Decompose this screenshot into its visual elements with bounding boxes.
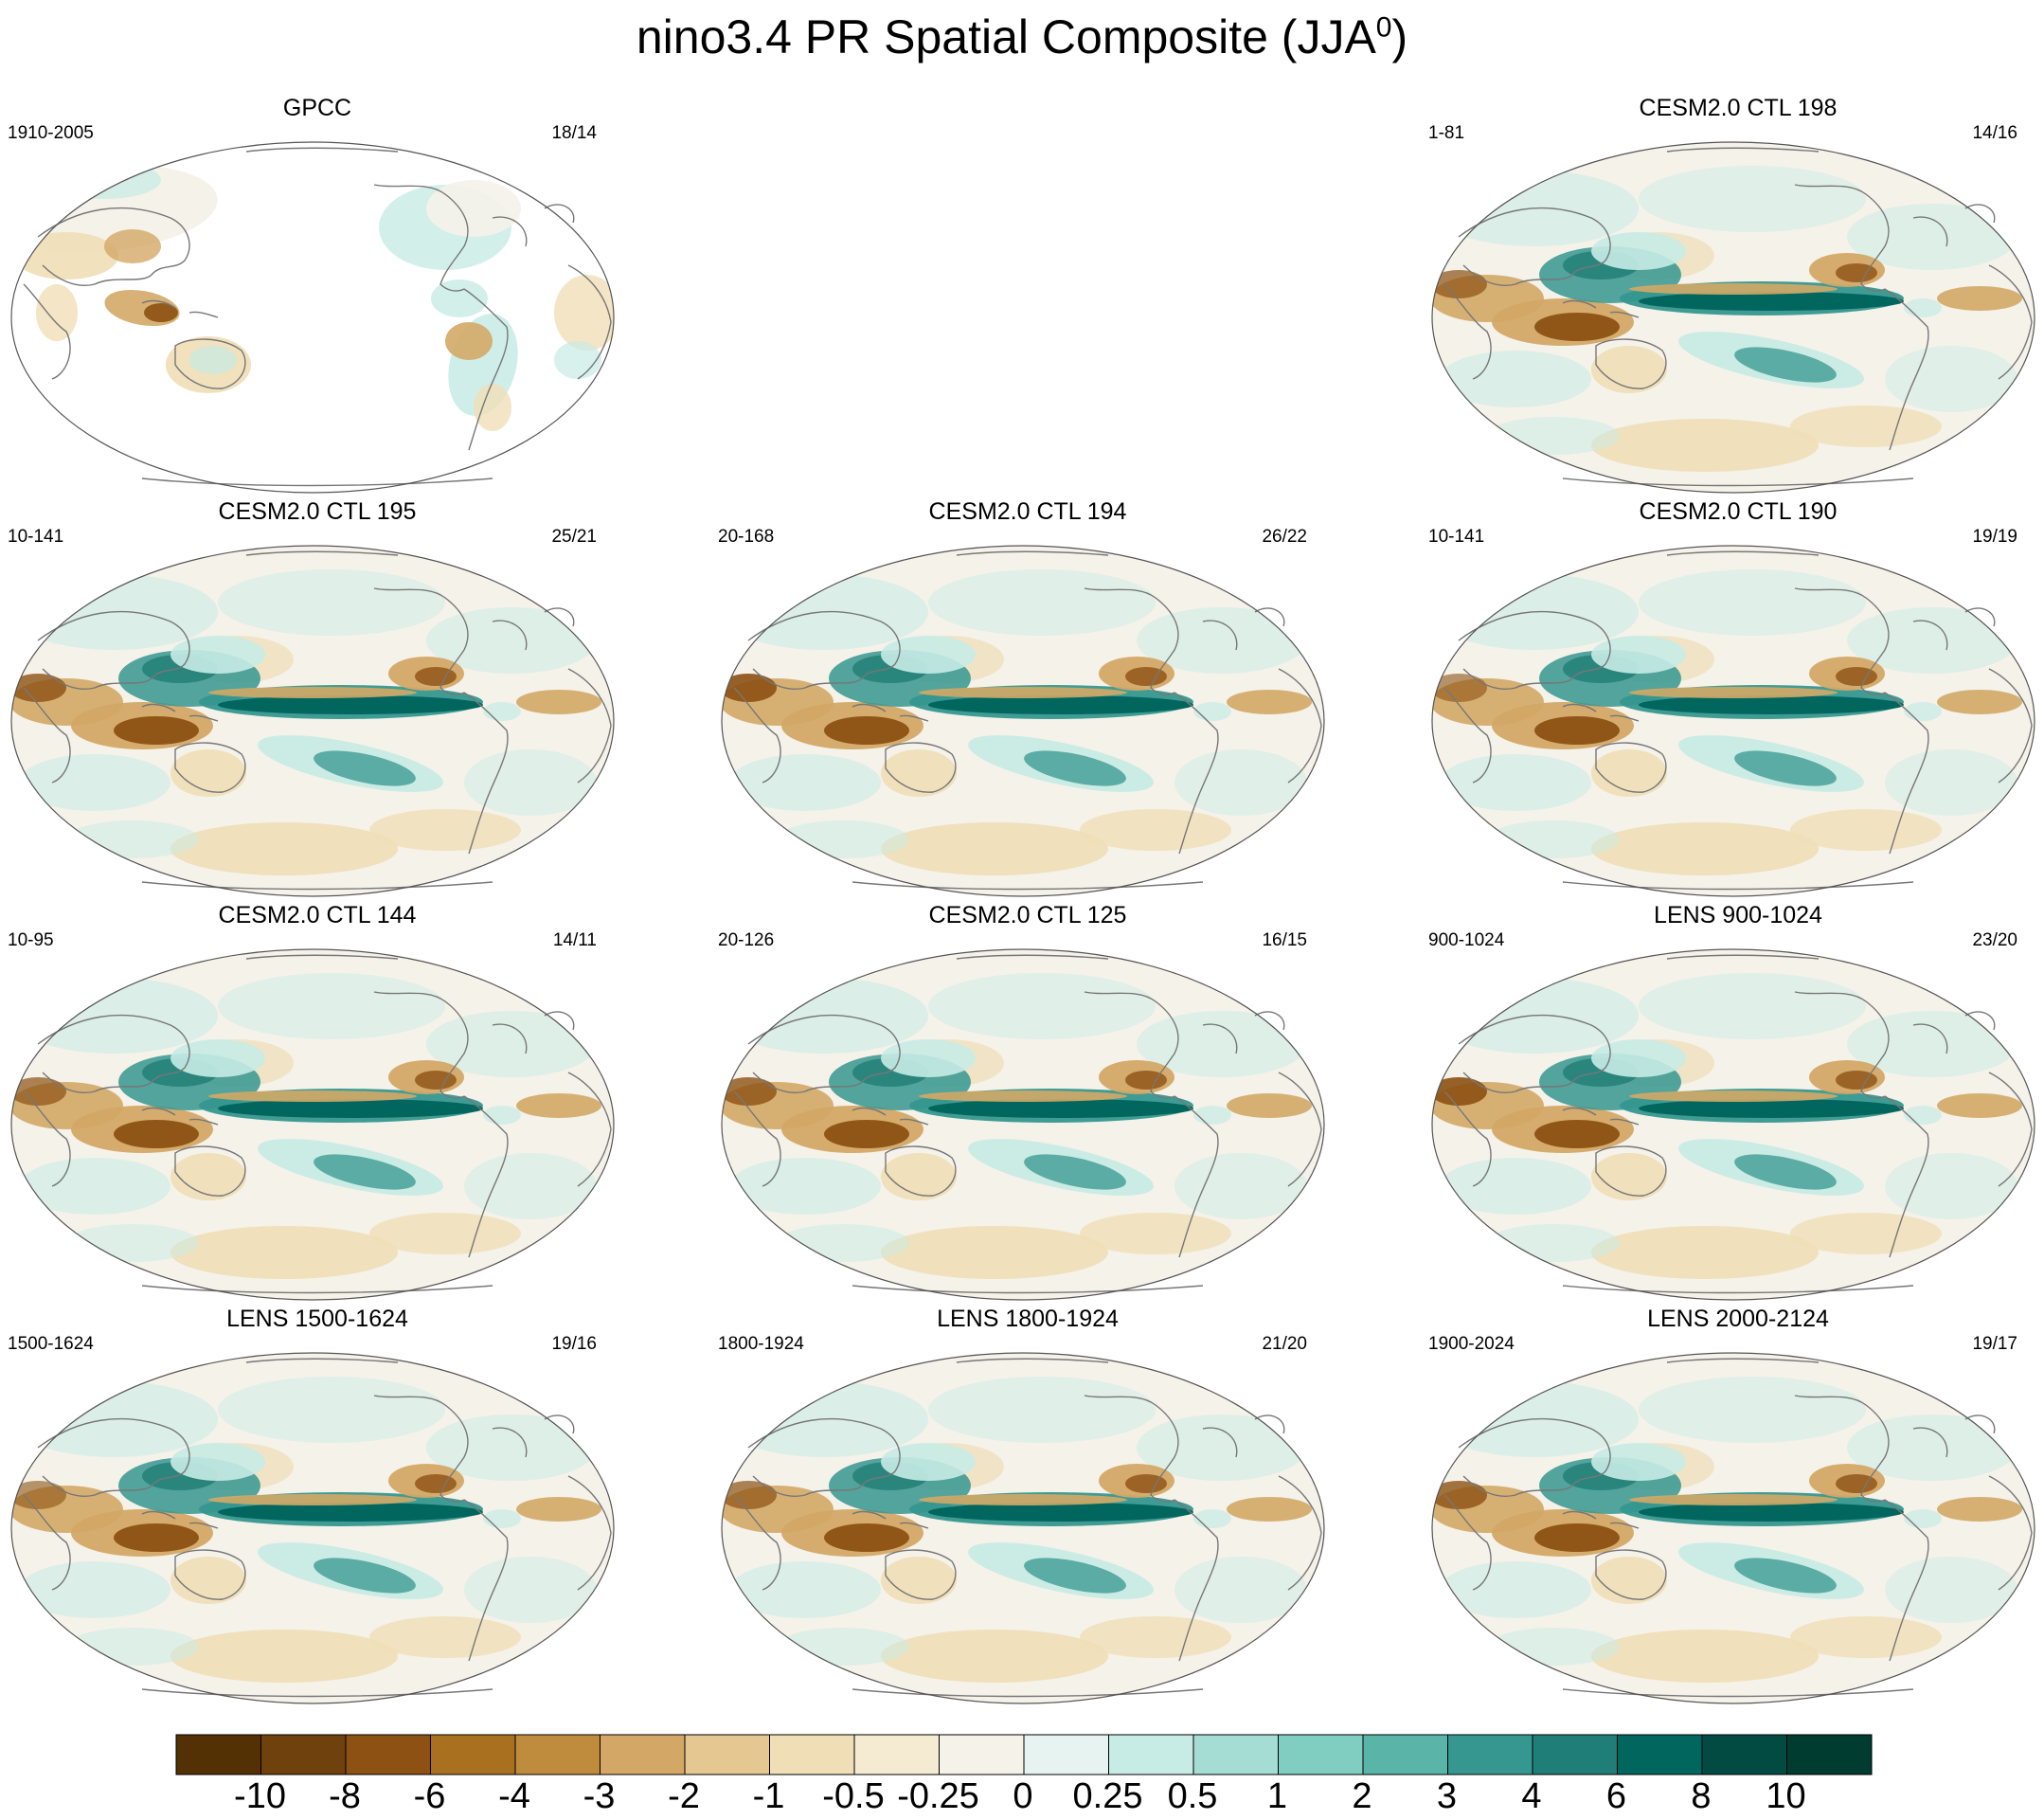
map-4 — [1431, 545, 2035, 897]
panel-count-label: 14/11 — [552, 930, 597, 950]
panel-title: CESM2.0 CTL 198 — [1639, 95, 1838, 121]
panel-period-label: 10-141 — [1428, 527, 1485, 547]
colorbar-swatch — [1278, 1734, 1364, 1775]
panel-period-label: 20-126 — [718, 930, 775, 950]
map-panel-c125: CESM2.0 CTL 125 20-126 16/15 — [710, 902, 1345, 1301]
panel-period-label: 1-81 — [1428, 123, 1465, 143]
colorbar-tick-label: -2 — [668, 1776, 700, 1816]
panel-title: LENS 2000-2124 — [1647, 1306, 1829, 1332]
panel-count-label: 19/16 — [551, 1334, 597, 1354]
panel-title: LENS 1800-1924 — [937, 1306, 1119, 1332]
colorbar-swatch — [175, 1734, 261, 1775]
panel-period-label: 1900-2024 — [1428, 1334, 1515, 1354]
colorbar-tick-label: 4 — [1521, 1776, 1542, 1816]
colorbar-tick-label: -1 — [752, 1776, 785, 1816]
panel-title: CESM2.0 CTL 190 — [1639, 498, 1838, 525]
colorbar-swatch — [1532, 1734, 1618, 1775]
panel-title: CESM2.0 CTL 144 — [218, 902, 417, 928]
panel-period-label: 20-168 — [718, 527, 775, 547]
colorbar-swatch — [430, 1734, 516, 1775]
panel-period-label: 1910-2005 — [8, 123, 94, 143]
panel-count-label: 14/16 — [1972, 123, 2017, 143]
map-1 — [1431, 141, 2035, 494]
colorbar-swatch — [939, 1734, 1025, 1775]
map-0 — [10, 141, 615, 494]
colorbar-tick-label: -3 — [583, 1776, 616, 1816]
colorbar-swatch — [769, 1734, 855, 1775]
colorbar-swatch — [260, 1734, 347, 1775]
map-panel-c190: CESM2.0 CTL 190 10-141 19/19 — [1421, 498, 2044, 897]
colorbar-svg — [175, 1734, 1873, 1775]
colorbar-swatch — [1701, 1734, 1787, 1775]
panel-count-label: 21/20 — [1262, 1334, 1307, 1354]
colorbar-tick-label: 2 — [1352, 1776, 1372, 1816]
colorbar-tick-label: -8 — [329, 1776, 361, 1816]
colorbar-tick-label: -0.25 — [897, 1776, 979, 1816]
panel-title: GPCC — [282, 95, 352, 121]
panel-period-label: 1500-1624 — [8, 1334, 94, 1354]
colorbar-swatch — [1023, 1734, 1109, 1775]
map-9 — [721, 1352, 1325, 1704]
map-panel-l1800: LENS 1800-1924 1800-1924 21/20 — [710, 1306, 1345, 1704]
colorbar-swatch — [600, 1734, 686, 1775]
colorbar-swatch — [1447, 1734, 1533, 1775]
colorbar-tick-label: 3 — [1436, 1776, 1458, 1816]
map-panel-l1500: LENS 1500-1624 1500-1624 19/16 — [0, 1306, 635, 1704]
panel-count-label: 19/17 — [1972, 1334, 2017, 1354]
colorbar-tick-label: 0.5 — [1167, 1776, 1218, 1816]
map-panel-c195: CESM2.0 CTL 195 10-141 25/21 — [0, 498, 635, 897]
map-panel-l2000: LENS 2000-2124 1900-2024 19/17 — [1421, 1306, 2044, 1704]
map-6 — [721, 948, 1325, 1301]
colorbar-swatch — [1362, 1734, 1448, 1775]
map-panel-c198: CESM2.0 CTL 198 1-81 14/16 — [1421, 95, 2044, 494]
panel-count-label: 23/20 — [1972, 930, 2017, 950]
panel-count-label: 25/21 — [551, 527, 597, 547]
colorbar-tick-label: 1 — [1266, 1776, 1288, 1816]
colorbar-tick-label: -4 — [498, 1776, 530, 1816]
map-3 — [721, 545, 1325, 897]
map-10 — [1431, 1352, 2035, 1704]
map-panel-l900: LENS 900-1024 900-1024 23/20 — [1421, 902, 2044, 1301]
panel-title: CESM2.0 CTL 195 — [218, 498, 417, 525]
panel-count-label: 16/15 — [1262, 930, 1307, 950]
colorbar-swatch — [345, 1734, 431, 1775]
panel-title: LENS 900-1024 — [1654, 902, 1822, 928]
colorbar-tick-label: 8 — [1691, 1776, 1712, 1816]
colorbar-swatch — [684, 1734, 770, 1775]
colorbar-swatch — [1617, 1734, 1703, 1775]
colorbar-tick-label: -10 — [234, 1776, 286, 1816]
map-2 — [10, 545, 615, 897]
panel-title: CESM2.0 CTL 194 — [928, 498, 1127, 525]
map-8 — [10, 1352, 615, 1704]
panel-period-label: 900-1024 — [1428, 930, 1505, 950]
panel-period-label: 10-141 — [8, 527, 64, 547]
figure-title: nino3.4 PR Spatial Composite (JJA0) — [636, 10, 1408, 63]
map-7 — [1431, 948, 2035, 1301]
panel-title: CESM2.0 CTL 125 — [928, 902, 1127, 928]
panel-title: LENS 1500-1624 — [226, 1306, 408, 1332]
panel-count-label: 26/22 — [1262, 527, 1307, 547]
colorbar-tick-label: 0 — [1013, 1776, 1033, 1816]
map-panel-c194: CESM2.0 CTL 194 20-168 26/22 — [710, 498, 1345, 897]
colorbar-swatch — [514, 1734, 601, 1775]
map-5 — [10, 948, 615, 1301]
colorbar-swatch — [853, 1734, 940, 1775]
panel-period-label: 10-95 — [8, 930, 54, 950]
colorbar-swatch — [1108, 1734, 1194, 1775]
map-panel-gpcc: GPCC 1910-2005 18/14 — [0, 95, 635, 494]
panel-count-label: 18/14 — [551, 123, 597, 143]
colorbar-tick-label: 10 — [1766, 1776, 1806, 1816]
map-panel-c144: CESM2.0 CTL 144 10-95 14/11 — [0, 902, 635, 1301]
panel-period-label: 1800-1924 — [718, 1334, 804, 1354]
colorbar-tick-label: 6 — [1605, 1776, 1627, 1816]
colorbar-tick-label: -6 — [413, 1776, 446, 1816]
colorbar-tick-label: 0.25 — [1072, 1776, 1143, 1816]
colorbar-tick-label: -0.5 — [822, 1776, 885, 1816]
panel-count-label: 19/19 — [1972, 527, 2017, 547]
colorbar-swatch — [1192, 1734, 1279, 1775]
colorbar-swatch — [1786, 1734, 1873, 1775]
